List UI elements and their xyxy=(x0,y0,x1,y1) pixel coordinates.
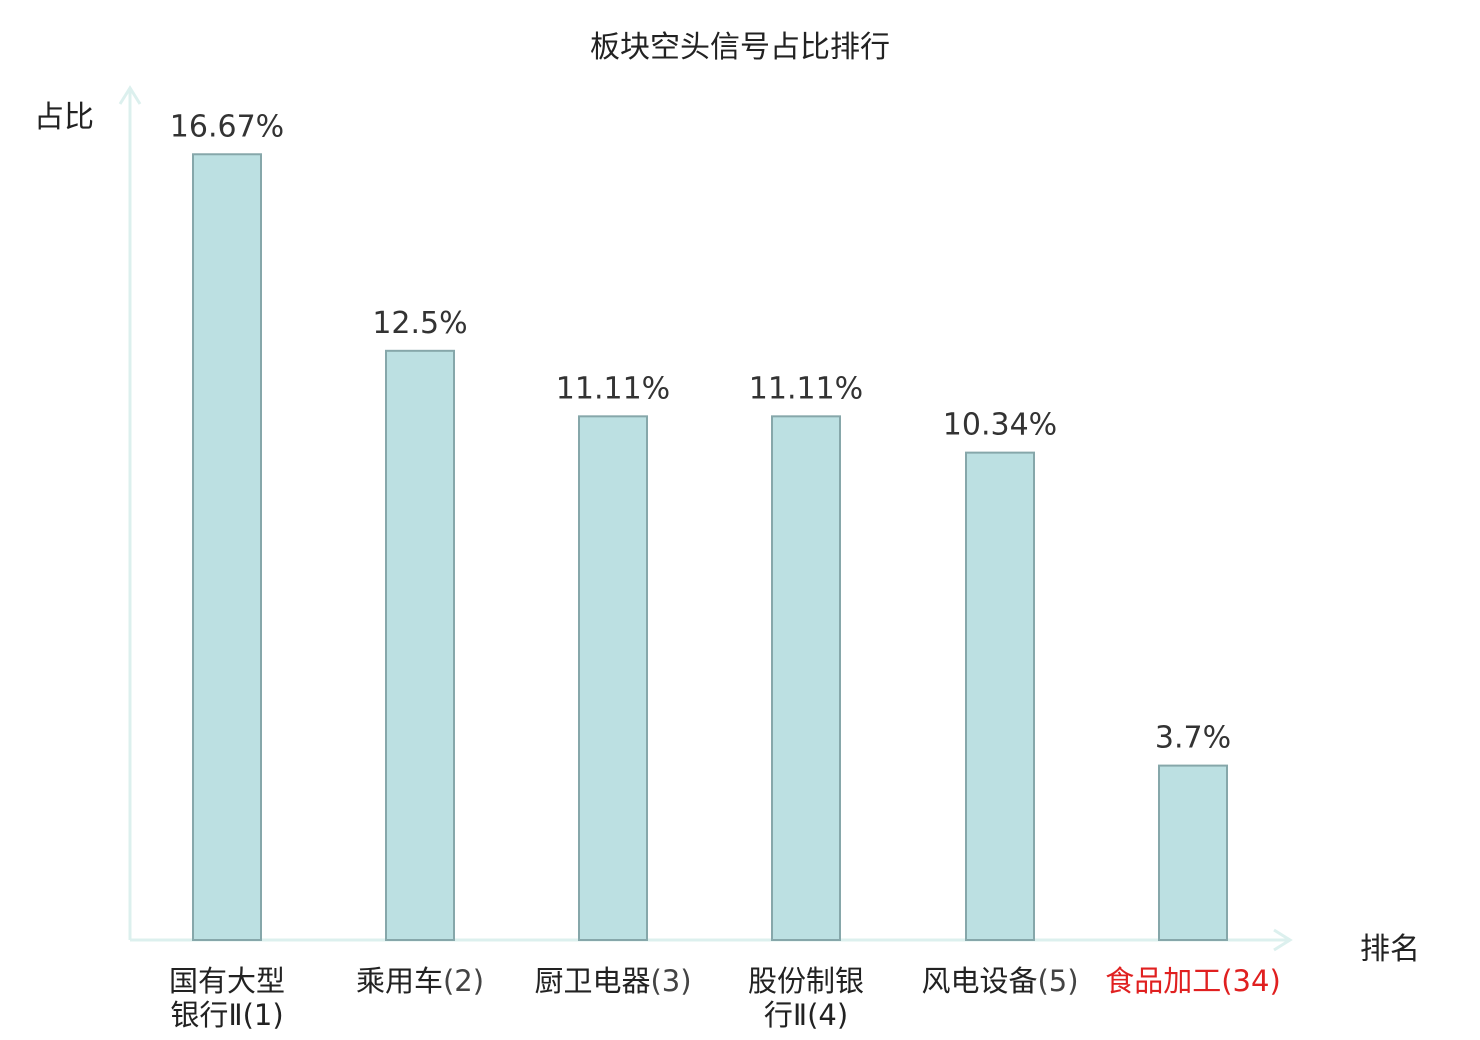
bar xyxy=(771,415,841,941)
bars xyxy=(192,153,1228,942)
bar-value-label: 11.11% xyxy=(556,371,670,406)
axes xyxy=(118,85,1293,952)
y-axis-label: 占比 xyxy=(34,100,94,135)
bar-value-label: 11.11% xyxy=(749,371,863,406)
bar xyxy=(965,451,1035,941)
y-axis-arrow xyxy=(118,85,142,105)
x-axis-label: 排名 xyxy=(1360,932,1420,967)
chart-title: 板块空头信号占比排行 xyxy=(590,30,890,65)
x-tick-label: 食品加工(34) xyxy=(1105,964,1281,998)
x-tick-label: 股份制银 行Ⅱ(4) xyxy=(747,964,864,1032)
x-tick-label: 乘用车(2) xyxy=(355,964,485,998)
x-tick-label: 风电设备(5) xyxy=(921,964,1079,998)
bar-value-labels: 16.67% 12.5% 11.11% 11.11% 10.34% 3.7% xyxy=(170,109,1231,755)
bar-value-label: 16.67% xyxy=(170,109,284,144)
bar xyxy=(385,349,455,941)
bar-value-label: 12.5% xyxy=(372,306,467,341)
x-tick-label: 国有大型 银行Ⅱ(1) xyxy=(168,964,285,1032)
bar xyxy=(578,415,648,941)
bar xyxy=(1158,764,1228,942)
bar xyxy=(192,153,262,942)
x-tick-label: 厨卫电器(3) xyxy=(534,964,692,998)
bar-value-label: 10.34% xyxy=(943,408,1057,443)
x-axis-arrow xyxy=(1273,928,1293,952)
bar-value-label: 3.7% xyxy=(1155,721,1231,756)
